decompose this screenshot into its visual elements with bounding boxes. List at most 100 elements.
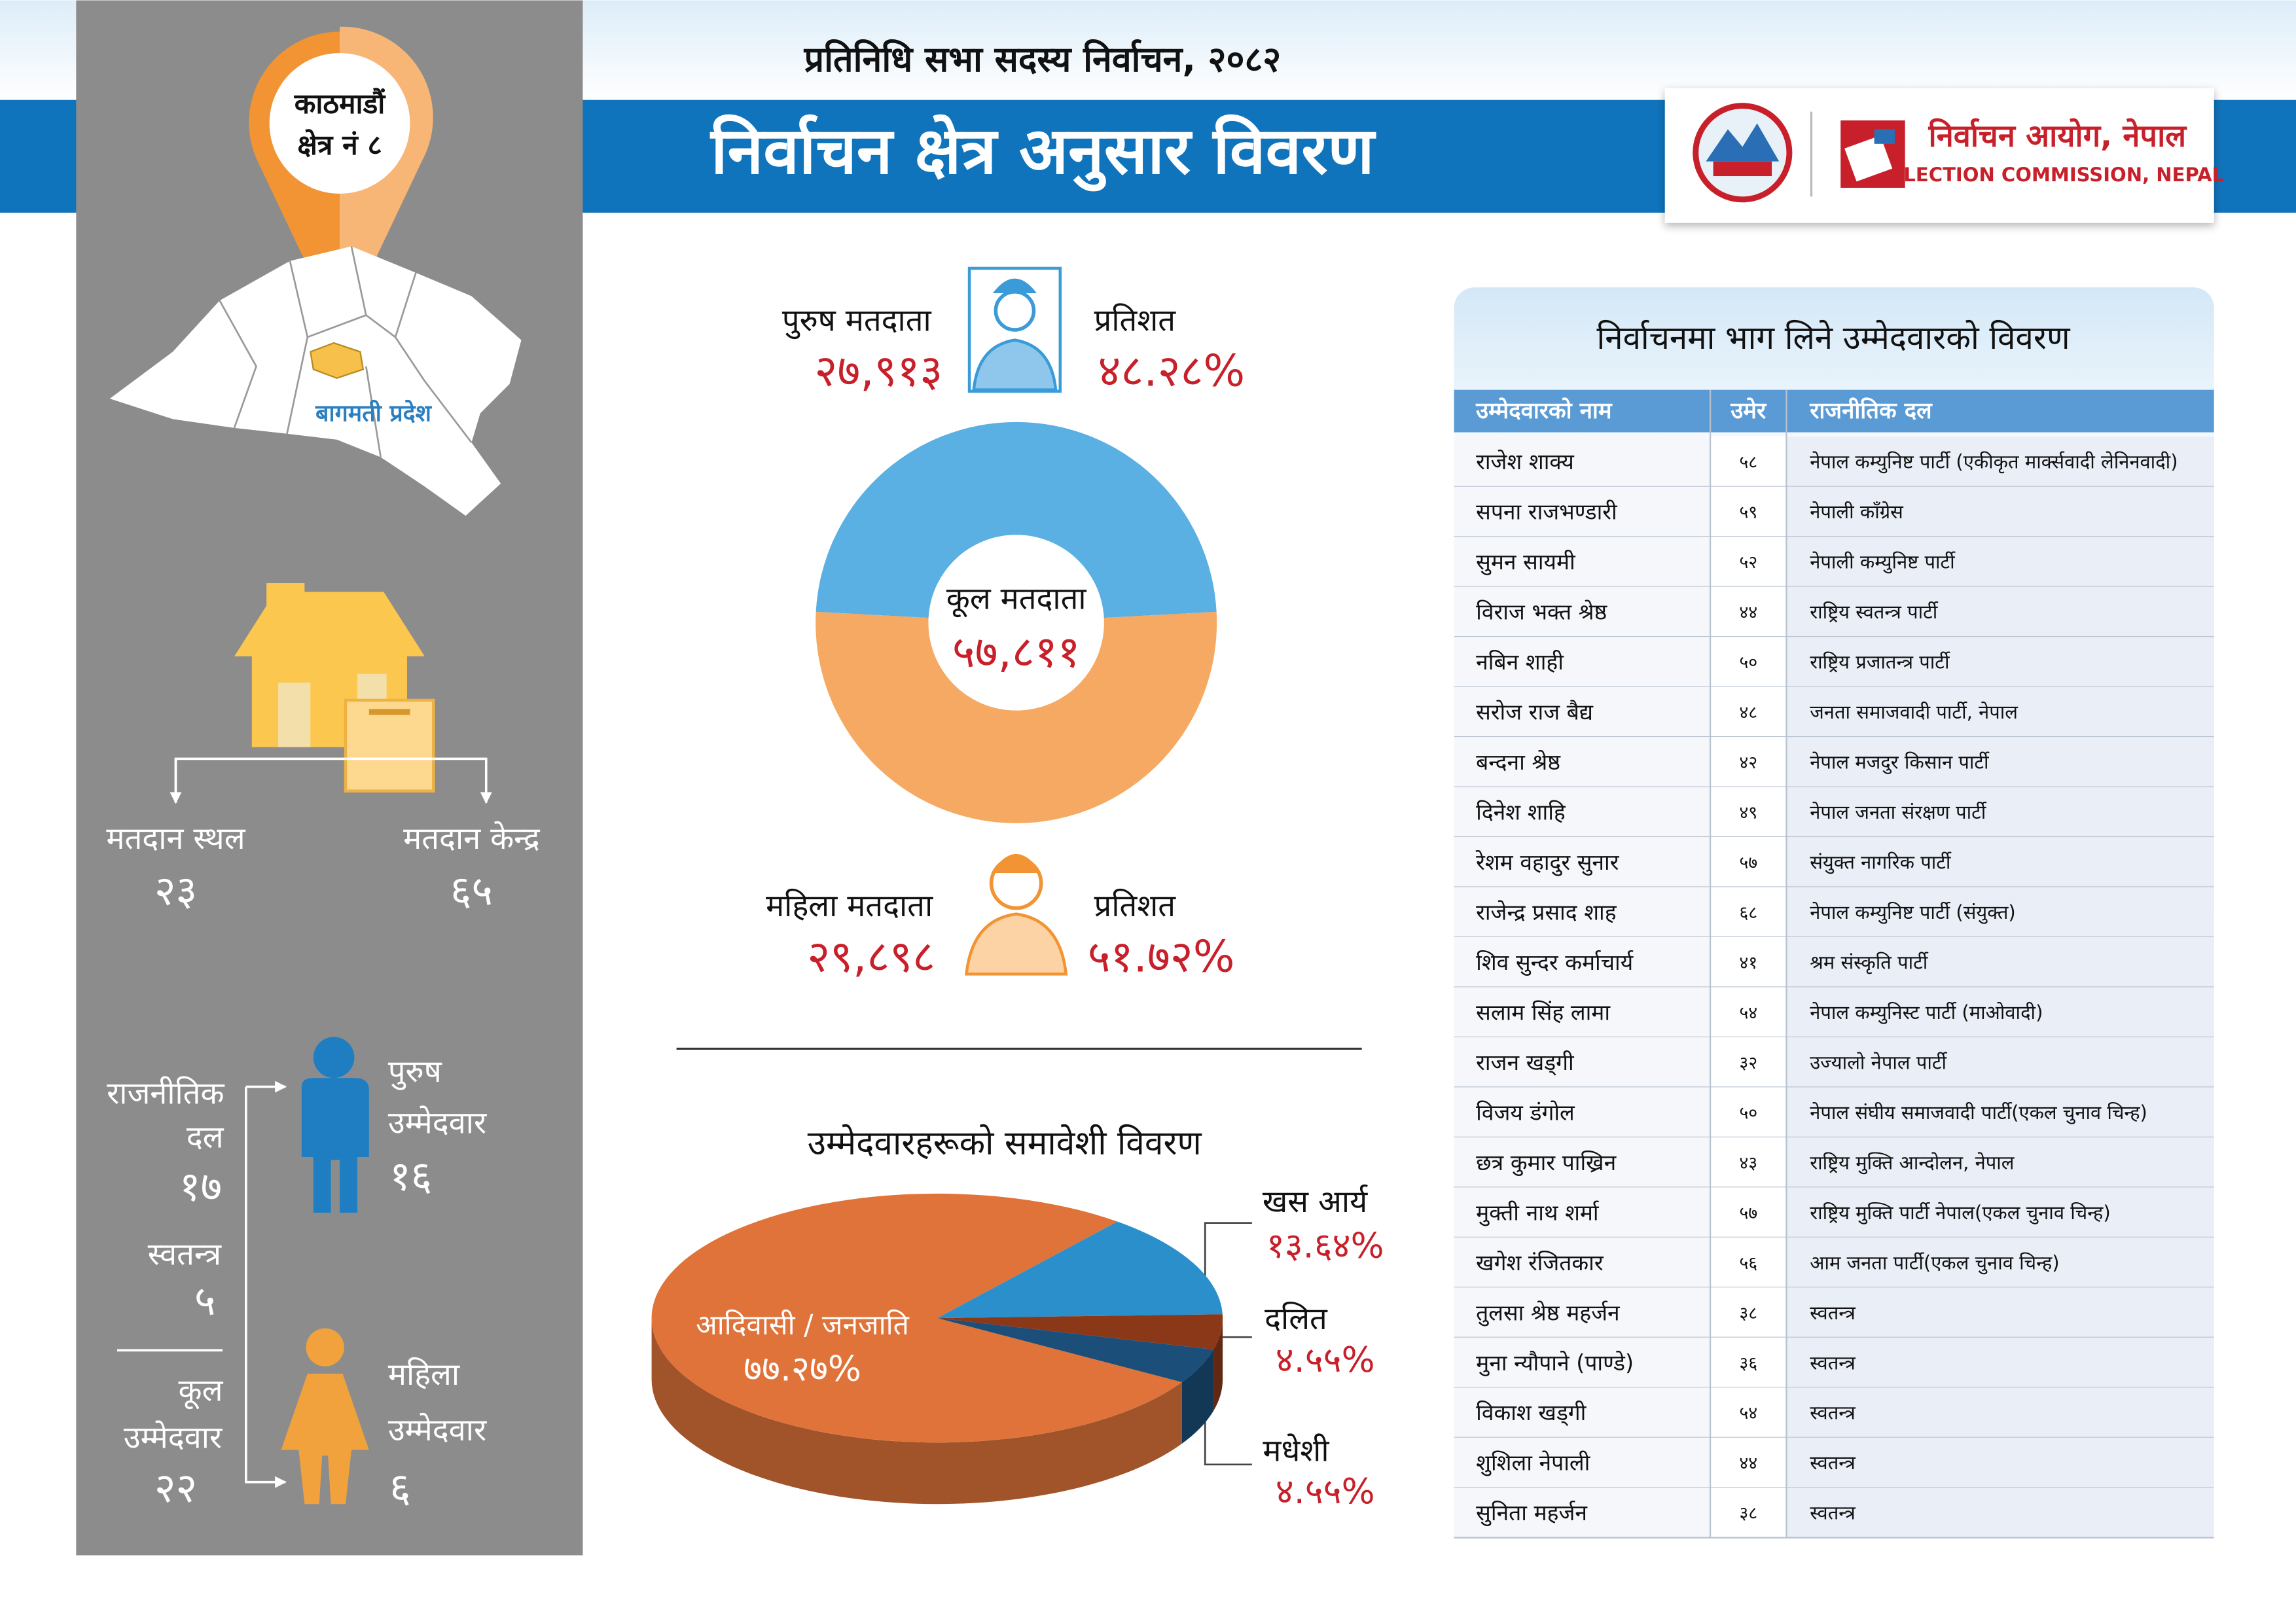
party-cell <box>1786 987 2214 1037</box>
party-cell <box>1786 1287 2214 1338</box>
province-name: बागमती प्रदेश <box>315 400 433 427</box>
female-voter-icon <box>965 853 1068 976</box>
party-cell <box>1786 486 2214 537</box>
female-label: महिला <box>388 1357 460 1393</box>
name-cell <box>1454 987 1711 1037</box>
pie-slice-top <box>937 1318 1213 1383</box>
age-cell <box>1710 936 1787 988</box>
donut-segment <box>816 421 1217 618</box>
candidate-age: ५६ <box>1739 1253 1757 1274</box>
candidate-name: सरोज राज बैद्य <box>1476 700 1594 725</box>
pie-slice <box>937 1221 1223 1319</box>
age-cell <box>1710 1337 1787 1388</box>
candidate-name: खगेश रंजितकार <box>1476 1250 1604 1275</box>
pie-slice <box>651 1193 1182 1505</box>
party-cell <box>1786 586 2214 637</box>
candidate-name: राजेन्द्र प्रसाद शाह <box>1476 899 1617 925</box>
party-cell <box>1786 737 2214 787</box>
pie-slice-side <box>1213 1318 1223 1412</box>
pie-value-label: ४.५५% <box>1276 1339 1375 1380</box>
candidate-name: नबिन शाही <box>1476 649 1564 675</box>
candidate-party: स्वतन्त्र <box>1810 1302 1856 1324</box>
total-label: उम्मेदवार <box>124 1419 223 1455</box>
logo-text-en: ELECTION COMMISSION, NEPAL <box>1890 164 2224 186</box>
total-count: २२ <box>154 1464 197 1512</box>
candidate-age: ४१ <box>1739 953 1757 973</box>
name-cell <box>1454 1488 1711 1538</box>
male-label: पुरुष <box>388 1054 442 1090</box>
candidate-party: राष्ट्रिय मुक्ति पार्टी नेपाल(एकल चुनाव … <box>1810 1202 2110 1224</box>
candidate-name: शुशिला नेपाली <box>1476 1450 1591 1476</box>
candidate-party: राष्ट्रिय स्वतन्त्र पार्टी <box>1810 601 1939 623</box>
candidate-name: मुक्ती नाथ शर्मा <box>1476 1200 1600 1226</box>
age-cell <box>1710 737 1787 787</box>
candidate-name: दिनेश शाहि <box>1476 800 1566 825</box>
age-cell <box>1710 887 1787 937</box>
candidate-age: ४४ <box>1739 1454 1757 1474</box>
independent-count: ५ <box>194 1277 216 1325</box>
candidate-name: छत्र कुमार पाख्रिन <box>1476 1150 1617 1176</box>
candidate-party: स्वतन्त्र <box>1810 1402 1856 1424</box>
candidate-name: राजन खड्गी <box>1476 1050 1575 1076</box>
name-cell <box>1454 1187 1711 1238</box>
candidate-party: श्रम संस्कृति पार्टी <box>1810 951 1929 974</box>
age-cell <box>1710 1187 1787 1238</box>
pie-label: मधेशी <box>1263 1433 1329 1469</box>
polling-label: मतदान केन्द्र <box>403 821 541 857</box>
emblem <box>1693 103 1793 203</box>
candidate-age: ६८ <box>1739 902 1757 923</box>
pie-value-label: ४.५५% <box>1276 1471 1375 1512</box>
candidate-party: नेपाल कम्युनिष्ट पार्टी (एकीकृत मार्क्सव… <box>1810 451 2178 474</box>
party-cell <box>1786 1437 2214 1488</box>
pie-value-label: १३.६४% <box>1266 1224 1384 1266</box>
subtitle: प्रतिनिधि सभा सदस्य निर्वाचन, २०८२ <box>804 39 1282 80</box>
logo-text-np: निर्वाचन आयोग, नेपाल <box>1928 118 2188 154</box>
voter-percent: ५१.७२% <box>1088 931 1235 982</box>
candidate-party: नेपाल मजदुर किसान पार्टी <box>1810 751 1990 775</box>
column-header: उमेर <box>1730 397 1767 424</box>
candidate-name: विजय डंगोल <box>1476 1099 1575 1125</box>
candidate-age: ४२ <box>1739 753 1757 773</box>
age-cell <box>1710 1137 1787 1188</box>
percent-caption: प्रतिशत <box>1094 888 1177 924</box>
party-cell <box>1786 887 2214 937</box>
party-cell <box>1786 1337 2214 1388</box>
pie-slice <box>937 1318 1213 1444</box>
donut-segment <box>816 611 1217 823</box>
name-cell <box>1454 737 1711 787</box>
pie-slice-top <box>937 1314 1223 1350</box>
age-cell <box>1710 437 1787 487</box>
pie-label: आदिवासी / जनजाति <box>696 1309 909 1342</box>
age-cell <box>1710 787 1787 838</box>
candidate-age: ५८ <box>1739 452 1757 473</box>
party-count: १७ <box>179 1162 222 1210</box>
constituency-name: काठमाडौं <box>294 88 387 120</box>
age-cell <box>1710 1387 1787 1438</box>
male-voter-icon <box>967 266 1062 393</box>
candidate-age: ५७ <box>1739 1203 1757 1223</box>
pie-slice-side <box>1181 1349 1213 1444</box>
age-cell <box>1710 1287 1787 1338</box>
column-header: राजनीतिक दल <box>1809 397 1933 424</box>
voter-label: पुरुष मतदाता <box>782 302 932 339</box>
age-cell <box>1710 1037 1787 1088</box>
name-cell <box>1454 1337 1711 1388</box>
candidate-name: बन्दना श्रेष्ठ <box>1476 749 1561 775</box>
candidate-name: मुना न्यौपाने (पाण्डे) <box>1476 1350 1634 1376</box>
pie-value-label: ७७.२७% <box>744 1347 861 1389</box>
candidate-party: उज्यालो नेपाल पार्टी <box>1810 1051 1947 1073</box>
column-header: उम्मेदवारको नाम <box>1475 397 1613 424</box>
pie-slice-top <box>937 1221 1223 1319</box>
candidate-party: राष्ट्रिय मुक्ति आन्दोलन, नेपाल <box>1810 1151 2015 1174</box>
name-cell <box>1454 437 1711 487</box>
branch-arrows <box>117 757 492 1488</box>
name-cell <box>1454 1437 1711 1488</box>
pie-slice-side <box>651 1318 1182 1505</box>
name-cell <box>1454 1087 1711 1137</box>
candidate-name: सपना राजभण्डारी <box>1476 499 1618 525</box>
name-cell <box>1454 1237 1711 1288</box>
age-cell <box>1710 486 1787 537</box>
candidate-party: जनता समाजवादी पार्टी, नेपाल <box>1810 701 2018 723</box>
party-label: राजनीतिक <box>107 1076 224 1112</box>
